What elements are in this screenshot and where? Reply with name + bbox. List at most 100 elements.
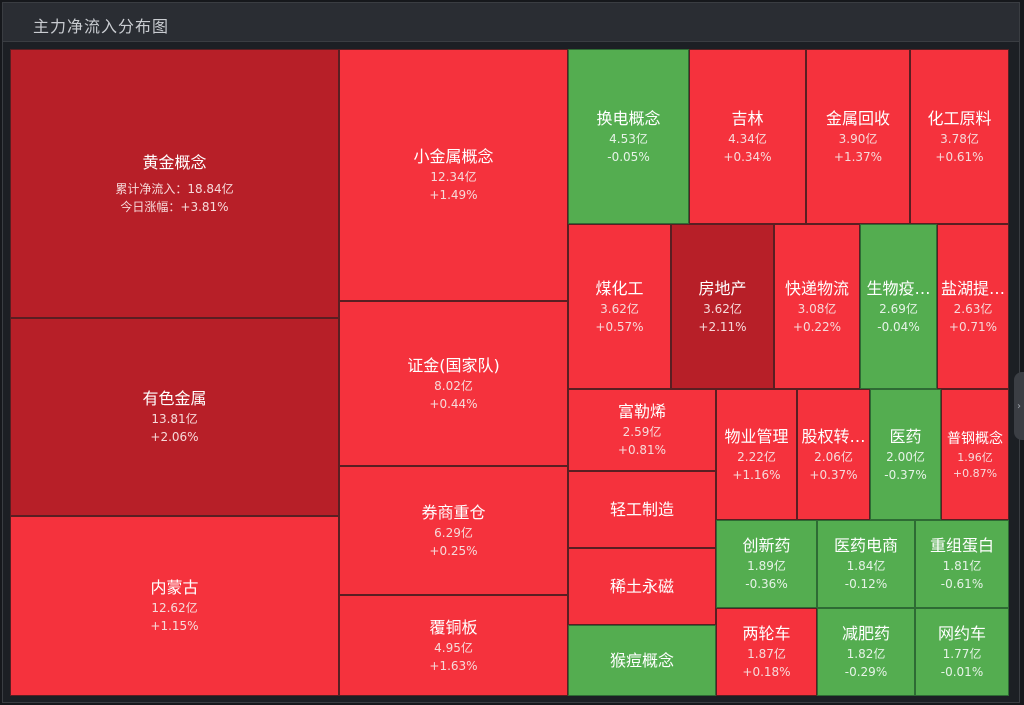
cell-change: +1.63% xyxy=(429,658,478,673)
cell-name: 金属回收 xyxy=(825,108,890,128)
treemap-cell[interactable]: 减肥药 1.82亿 -0.29% xyxy=(817,608,915,696)
cell-name: 重组蛋白 xyxy=(929,536,994,555)
cell-name: 医药电商 xyxy=(833,536,898,555)
cell-name: 减肥药 xyxy=(841,624,890,643)
cell-change: +0.44% xyxy=(429,396,478,411)
cell-value: 8.02亿 xyxy=(434,378,473,393)
cell-value: 2.22亿 xyxy=(737,449,776,464)
chevron-right-icon: › xyxy=(1017,400,1021,412)
cell-change: +0.81% xyxy=(617,443,667,457)
cell-name: 稀土永磁 xyxy=(609,576,674,596)
cell-name: 换电概念 xyxy=(596,108,661,128)
cell-name: 煤化工 xyxy=(595,278,644,298)
cell-value: 1.81亿 xyxy=(942,559,982,573)
cell-value: 2.63亿 xyxy=(953,301,993,316)
cell-change: +1.15% xyxy=(150,619,199,633)
treemap-cell[interactable]: 两轮车 1.87亿 +0.18% xyxy=(716,608,817,696)
treemap-cell[interactable]: 小金属概念 12.34亿 +1.49% xyxy=(339,49,568,301)
treemap-cell[interactable]: 证金(国家队) 8.02亿 +0.44% xyxy=(339,301,568,466)
cell-change: -0.61% xyxy=(940,577,984,591)
treemap-cell[interactable]: 金属回收 3.90亿 +1.37% xyxy=(806,49,910,224)
treemap-cell[interactable]: 黄金概念 累计净流入：18.84亿 今日涨幅：+3.81% xyxy=(10,49,339,318)
cell-name: 猴痘概念 xyxy=(609,650,674,670)
cell-value: 12.62亿 xyxy=(151,601,198,615)
cell-value: 1.84亿 xyxy=(846,559,886,573)
treemap-cell[interactable]: 房地产 3.62亿 +2.11% xyxy=(671,224,774,389)
cell-change: +2.06% xyxy=(150,430,199,444)
cell-name: 内蒙古 xyxy=(150,578,199,597)
cell-change: -0.12% xyxy=(844,577,888,591)
cell-change: +1.49% xyxy=(429,188,478,202)
treemap-cell[interactable]: 券商重仓 6.29亿 +0.25% xyxy=(339,466,568,595)
cell-value: 3.90亿 xyxy=(838,131,878,146)
cell-change: +0.71% xyxy=(948,319,998,334)
cell-name: 化工原料 xyxy=(927,108,992,128)
panel-header: 主力净流入分布图 xyxy=(3,3,1019,42)
treemap-cell[interactable]: 物业管理 2.22亿 +1.16% xyxy=(716,389,797,520)
cell-change: +0.87% xyxy=(952,466,998,480)
cell-value: 3.78亿 xyxy=(940,131,979,146)
cell-value: 1.96亿 xyxy=(957,450,993,464)
cell-change: +0.22% xyxy=(792,319,842,334)
treemap-cell[interactable]: 化工原料 3.78亿 +0.61% xyxy=(910,49,1009,224)
chart-title: 主力净流入分布图 xyxy=(33,17,170,36)
treemap-cell[interactable]: 医药 2.00亿 -0.37% xyxy=(870,389,941,520)
cell-name: 轻工制造 xyxy=(609,499,674,519)
treemap-cell[interactable]: 普钢概念 1.96亿 +0.87% xyxy=(941,389,1009,520)
treemap-cell[interactable]: 创新药 1.89亿 -0.36% xyxy=(716,520,817,608)
treemap-cell[interactable]: 换电概念 4.53亿 -0.05% xyxy=(568,49,689,224)
cell-value: 3.08亿 xyxy=(797,301,837,316)
treemap-cell[interactable]: 重组蛋白 1.81亿 -0.61% xyxy=(915,520,1009,608)
cell-change: +1.16% xyxy=(732,467,781,482)
treemap-cell[interactable]: 股权转… 2.06亿 +0.37% xyxy=(797,389,870,520)
treemap-cell[interactable]: 有色金属 13.81亿 +2.06% xyxy=(10,318,339,516)
treemap-cell[interactable]: 猴痘概念 xyxy=(568,625,716,696)
cell-name: 两轮车 xyxy=(742,624,791,643)
cell-change: +1.37% xyxy=(833,149,883,164)
cell-name: 股权转… xyxy=(801,426,866,446)
cell-value: 2.69亿 xyxy=(879,301,918,316)
cell-change: -0.01% xyxy=(940,665,984,679)
cell-value: 2.00亿 xyxy=(886,449,925,464)
cell-name: 证金(国家队) xyxy=(407,355,500,375)
cell-name: 黄金概念 xyxy=(142,152,207,172)
treemap-cell[interactable]: 盐湖提… 2.63亿 +0.71% xyxy=(937,224,1009,389)
treemap-cell[interactable]: 富勒烯 2.59亿 +0.81% xyxy=(568,389,716,471)
cell-change: -0.37% xyxy=(884,467,927,482)
treemap-cell[interactable]: 快递物流 3.08亿 +0.22% xyxy=(774,224,860,389)
cell-value: 4.53亿 xyxy=(609,131,648,146)
cell-value: 2.06亿 xyxy=(814,449,853,464)
cell-value: 12.34亿 xyxy=(430,170,477,184)
cell-change: -0.04% xyxy=(877,319,920,334)
treemap-cell[interactable]: 覆铜板 4.95亿 +1.63% xyxy=(339,595,568,696)
cell-change: +0.25% xyxy=(429,543,478,558)
treemap-cell[interactable]: 轻工制造 xyxy=(568,471,716,548)
cell-name: 创新药 xyxy=(742,536,791,555)
treemap-cell[interactable]: 生物疫… 2.69亿 -0.04% xyxy=(860,224,937,389)
treemap-cell[interactable]: 煤化工 3.62亿 +0.57% xyxy=(568,224,671,389)
cell-change: 今日涨幅：+3.81% xyxy=(120,199,229,214)
cell-name: 生物疫… xyxy=(866,278,931,298)
cell-name: 房地产 xyxy=(698,278,747,298)
treemap-cell[interactable]: 吉林 4.34亿 +0.34% xyxy=(689,49,806,224)
cell-name: 物业管理 xyxy=(724,426,789,446)
treemap-cell[interactable]: 医药电商 1.84亿 -0.12% xyxy=(817,520,915,608)
cell-name: 有色金属 xyxy=(142,389,207,408)
treemap: 黄金概念 累计净流入：18.84亿 今日涨幅：+3.81% 有色金属 13.81亿 +2.… xyxy=(10,49,1009,696)
cell-value: 13.81亿 xyxy=(151,412,198,426)
cell-value: 1.82亿 xyxy=(846,647,886,661)
cell-change: +0.57% xyxy=(595,319,644,334)
cell-change: +0.61% xyxy=(935,149,984,164)
treemap-cell[interactable]: 稀土永磁 xyxy=(568,548,716,625)
cell-value: 3.62亿 xyxy=(600,301,639,316)
cell-name: 普钢概念 xyxy=(947,430,1003,447)
cell-value: 1.89亿 xyxy=(747,559,786,573)
cell-name: 吉林 xyxy=(731,108,764,128)
treemap-cell[interactable]: 网约车 1.77亿 -0.01% xyxy=(915,608,1009,696)
cell-value: 1.87亿 xyxy=(747,647,786,661)
cell-name: 覆铜板 xyxy=(429,617,478,637)
cell-change: +2.11% xyxy=(698,319,747,334)
treemap-cell[interactable]: 内蒙古 12.62亿 +1.15% xyxy=(10,516,339,696)
cell-value: 6.29亿 xyxy=(434,525,473,540)
collapse-handle[interactable]: › xyxy=(1014,372,1024,440)
